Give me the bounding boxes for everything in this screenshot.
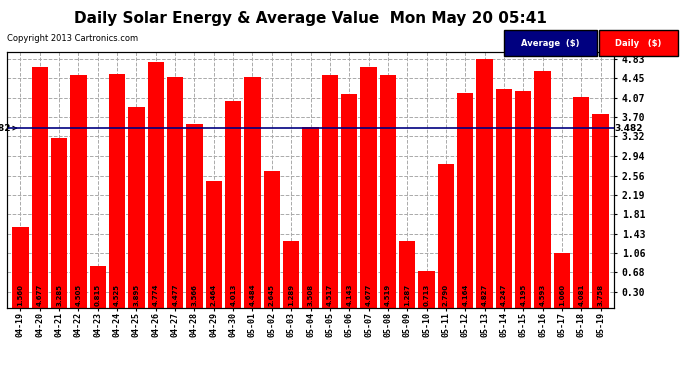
Text: 4.593: 4.593 <box>540 284 546 306</box>
Bar <box>341 94 357 308</box>
Text: 2.464: 2.464 <box>211 284 217 306</box>
Text: 4.195: 4.195 <box>520 284 526 306</box>
Bar <box>167 77 184 308</box>
Bar <box>495 89 512 308</box>
Bar <box>12 227 29 308</box>
Text: 4.505: 4.505 <box>75 284 81 306</box>
Bar <box>244 76 261 308</box>
Text: Average  ($): Average ($) <box>522 39 580 48</box>
Text: 4.525: 4.525 <box>114 285 120 306</box>
Bar <box>515 92 531 308</box>
Text: Daily   ($): Daily ($) <box>615 39 662 48</box>
Bar <box>322 75 338 308</box>
Text: 0.713: 0.713 <box>424 284 430 306</box>
Bar <box>70 75 87 308</box>
Text: 4.677: 4.677 <box>37 284 43 306</box>
Text: 1.289: 1.289 <box>288 284 294 306</box>
Text: 4.081: 4.081 <box>578 284 584 306</box>
Text: 4.484: 4.484 <box>250 284 255 306</box>
Bar <box>51 138 68 308</box>
Text: 4.143: 4.143 <box>346 284 352 306</box>
Bar <box>90 266 106 308</box>
Text: 4.774: 4.774 <box>152 284 159 306</box>
Text: 3.508: 3.508 <box>308 284 313 306</box>
Bar <box>592 114 609 308</box>
Text: 4.519: 4.519 <box>385 284 391 306</box>
Bar <box>264 171 280 308</box>
Bar <box>360 67 377 308</box>
Bar <box>380 75 396 308</box>
Text: 3.758: 3.758 <box>598 284 604 306</box>
Bar <box>225 101 241 308</box>
Bar <box>302 127 319 308</box>
Text: 4.013: 4.013 <box>230 284 236 306</box>
Bar <box>109 74 126 307</box>
Text: 1.060: 1.060 <box>559 284 565 306</box>
Text: 4.677: 4.677 <box>366 284 371 306</box>
Bar <box>553 253 570 308</box>
Text: 3.482: 3.482 <box>0 124 17 133</box>
Bar <box>206 181 222 308</box>
Text: 4.477: 4.477 <box>172 284 178 306</box>
Text: 4.517: 4.517 <box>327 284 333 306</box>
Text: 0.815: 0.815 <box>95 284 101 306</box>
Bar <box>32 67 48 308</box>
Bar <box>457 93 473 308</box>
Bar <box>128 107 145 307</box>
Bar <box>148 62 164 308</box>
Bar <box>534 71 551 308</box>
Text: Copyright 2013 Cartronics.com: Copyright 2013 Cartronics.com <box>7 34 138 43</box>
Text: 2.790: 2.790 <box>443 284 449 306</box>
Text: 4.247: 4.247 <box>501 284 507 306</box>
Bar <box>399 241 415 308</box>
Text: 4.827: 4.827 <box>482 284 488 306</box>
Text: 1.287: 1.287 <box>404 284 410 306</box>
Bar <box>476 59 493 308</box>
Bar <box>283 241 299 308</box>
Bar <box>186 124 203 308</box>
Text: 3.285: 3.285 <box>56 285 62 306</box>
Text: 2.645: 2.645 <box>269 285 275 306</box>
Text: 1.560: 1.560 <box>17 285 23 306</box>
Text: Daily Solar Energy & Average Value  Mon May 20 05:41: Daily Solar Energy & Average Value Mon M… <box>74 11 547 26</box>
Bar <box>437 164 454 308</box>
Bar <box>418 271 435 308</box>
Text: 4.164: 4.164 <box>462 284 469 306</box>
Text: 3.482: 3.482 <box>614 124 642 133</box>
Bar <box>573 97 589 308</box>
Text: 3.895: 3.895 <box>133 284 139 306</box>
Text: 3.566: 3.566 <box>191 285 197 306</box>
